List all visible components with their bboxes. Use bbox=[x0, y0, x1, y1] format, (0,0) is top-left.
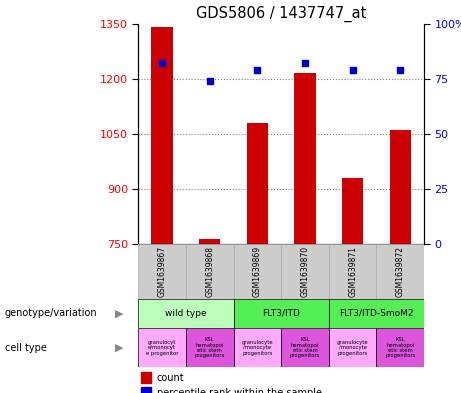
Text: GSM1639869: GSM1639869 bbox=[253, 246, 262, 297]
Point bbox=[396, 67, 404, 73]
Bar bbox=[138, 328, 186, 367]
Bar bbox=[329, 328, 377, 367]
Bar bbox=[141, 387, 151, 393]
Text: FLT3/ITD: FLT3/ITD bbox=[262, 309, 300, 318]
Bar bbox=[138, 244, 186, 299]
Point bbox=[301, 60, 309, 66]
Text: GSM1639870: GSM1639870 bbox=[301, 246, 309, 297]
Text: KSL
hematopoi
etic stem
progenitors: KSL hematopoi etic stem progenitors bbox=[195, 337, 225, 358]
Bar bbox=[151, 27, 173, 244]
Text: KSL
hematopoi
etic stem
progenitors: KSL hematopoi etic stem progenitors bbox=[290, 337, 320, 358]
Text: genotype/variation: genotype/variation bbox=[5, 309, 97, 318]
Point bbox=[349, 67, 356, 73]
Bar bbox=[377, 328, 424, 367]
Bar bbox=[138, 299, 234, 328]
Text: GSM1639867: GSM1639867 bbox=[158, 246, 166, 297]
Text: wild type: wild type bbox=[165, 309, 207, 318]
Text: GSM1639868: GSM1639868 bbox=[205, 246, 214, 297]
Bar bbox=[377, 244, 424, 299]
Bar bbox=[234, 328, 281, 367]
Bar bbox=[247, 123, 268, 244]
Text: percentile rank within the sample: percentile rank within the sample bbox=[157, 387, 322, 393]
Text: FLT3/ITD-SmoM2: FLT3/ITD-SmoM2 bbox=[339, 309, 414, 318]
Text: GSM1639871: GSM1639871 bbox=[348, 246, 357, 297]
Bar bbox=[234, 299, 329, 328]
Point bbox=[254, 67, 261, 73]
Bar bbox=[141, 372, 151, 384]
Text: cell type: cell type bbox=[5, 343, 47, 353]
Text: granulocyt
e/monocyt
e progenitor: granulocyt e/monocyt e progenitor bbox=[146, 340, 178, 356]
Bar bbox=[281, 328, 329, 367]
Text: ▶: ▶ bbox=[115, 343, 124, 353]
Bar bbox=[234, 244, 281, 299]
Title: GDS5806 / 1437747_at: GDS5806 / 1437747_at bbox=[196, 6, 366, 22]
Point bbox=[206, 78, 213, 84]
Bar bbox=[329, 299, 424, 328]
Text: granulocyte
/monocyte
progenitors: granulocyte /monocyte progenitors bbox=[242, 340, 273, 356]
Bar bbox=[281, 244, 329, 299]
Point bbox=[159, 60, 166, 66]
Bar bbox=[329, 244, 377, 299]
Bar bbox=[186, 244, 234, 299]
Bar bbox=[294, 73, 316, 244]
Text: ▶: ▶ bbox=[115, 309, 124, 318]
Text: GSM1639872: GSM1639872 bbox=[396, 246, 405, 297]
Text: KSL
hematopoi
etic stem
progenitors: KSL hematopoi etic stem progenitors bbox=[385, 337, 415, 358]
Text: count: count bbox=[157, 373, 184, 382]
Bar bbox=[390, 130, 411, 244]
Bar bbox=[186, 328, 234, 367]
Text: granulocyte
/monocyte
progenitors: granulocyte /monocyte progenitors bbox=[337, 340, 368, 356]
Bar bbox=[199, 239, 220, 244]
Bar bbox=[342, 178, 363, 244]
